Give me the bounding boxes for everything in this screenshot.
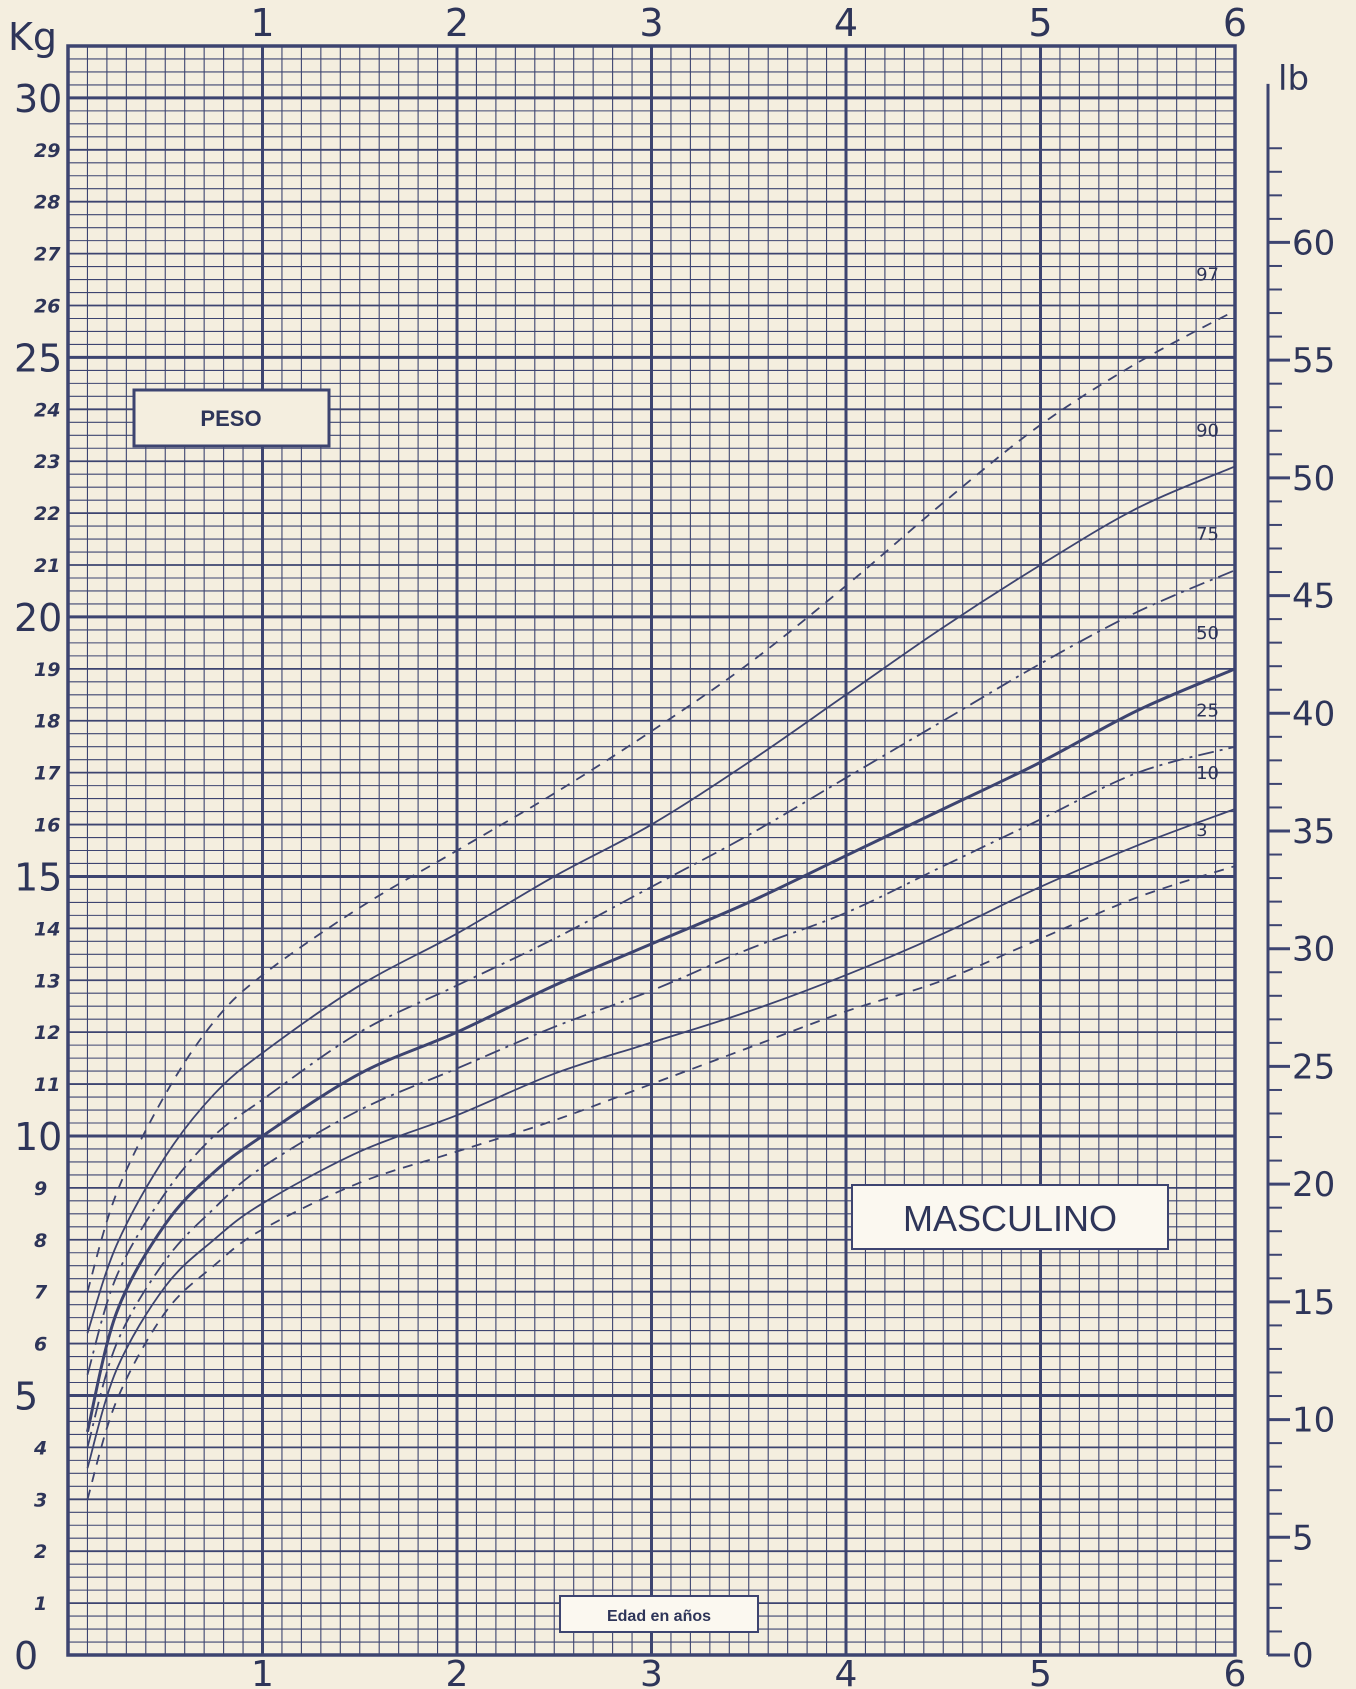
x-tick-label-top: 6: [1223, 1, 1247, 45]
y-tick-label: 14: [34, 918, 60, 940]
lb-tick-label: 5: [1292, 1518, 1314, 1558]
xlabel-box: [559, 1595, 759, 1633]
percentile-label-3: 3: [1196, 820, 1207, 841]
y-tick-label: 13: [34, 970, 60, 992]
y-tick-label: 26: [34, 296, 60, 318]
y-tick-label: 22: [34, 503, 60, 525]
percentile-label-25: 25: [1196, 701, 1219, 722]
chart-title: PESO: [200, 406, 261, 431]
percentile-curves: 97 90 75 50 25 10 3: [85, 265, 1236, 1500]
lb-tick-label: 20: [1292, 1165, 1335, 1205]
x-tick-label-top: 4: [834, 1, 858, 45]
y-tick-label: 12: [34, 1022, 60, 1044]
y-tick-label: 18: [34, 711, 60, 733]
x-tick-label-top: 3: [639, 1, 663, 45]
lb-tick-label: 15: [1292, 1283, 1335, 1323]
percentile-curve-10: [86, 808, 1236, 1469]
y-tick-label: 20: [14, 596, 62, 640]
y-tick-label: 0: [14, 1634, 38, 1678]
lb-tick-label: 30: [1292, 930, 1335, 970]
y-tick-label: 23: [34, 451, 60, 473]
percentile-curve-3: [86, 865, 1236, 1500]
y-tick-label: 30: [14, 77, 62, 121]
y-tick-label: 10: [14, 1115, 62, 1159]
major-grid: [66, 44, 1237, 1657]
title-box: [132, 388, 331, 448]
percentile-label-50: 50: [1196, 623, 1219, 644]
y-tick-label: 28: [34, 192, 60, 214]
y-tick-label: 19: [34, 659, 60, 681]
y-tick-label: 1: [34, 1593, 47, 1615]
y-axis-title: Kg: [8, 15, 57, 59]
x-tick-label-top: 1: [250, 1, 274, 45]
y-tick-label: 17: [34, 763, 61, 785]
lb-tick-label: 25: [1292, 1047, 1335, 1087]
y-tick-label: 29: [34, 140, 60, 162]
x-tick-label-top: 5: [1028, 1, 1052, 45]
percentile-curve-50: [85, 667, 1236, 1433]
lb-tick-label: 0: [1292, 1636, 1314, 1676]
percentile-label-97: 97: [1196, 265, 1219, 286]
percentile-curve-75: [86, 569, 1236, 1375]
percentile-curve-97: [86, 309, 1236, 1292]
x-axis-title: Edad en años: [607, 1608, 711, 1625]
y-tick-label: 16: [34, 815, 60, 837]
subtitle-box: [851, 1184, 1169, 1250]
y-tick-label: 27: [34, 244, 61, 266]
lb-tick-label: 45: [1292, 577, 1335, 617]
y-tick-label: 8: [34, 1230, 47, 1252]
lb-tick-label: 50: [1292, 459, 1335, 499]
x-tick-label-top: 2: [445, 1, 469, 45]
x-tick-label-bottom: 5: [1029, 1654, 1052, 1689]
percentile-label-90: 90: [1196, 420, 1219, 441]
x-tick-label-bottom: 2: [446, 1654, 469, 1689]
x-tick-label-bottom: 4: [835, 1654, 858, 1689]
y-tick-label: 3: [34, 1489, 47, 1511]
lb-tick-label: 40: [1292, 694, 1335, 734]
lb-tick-label: 10: [1292, 1401, 1335, 1441]
x-tick-label-bottom: 1: [251, 1654, 274, 1689]
y-tick-label: 11: [34, 1074, 60, 1096]
percentile-label-10: 10: [1196, 763, 1219, 784]
lb-tick-label: 55: [1292, 341, 1335, 381]
plot-frame: [66, 44, 1237, 1657]
percentile-curve-90: [86, 465, 1236, 1334]
y-tick-label: 24: [34, 399, 60, 421]
y-tick-label: 6: [34, 1334, 47, 1356]
lb-tick-label: 35: [1292, 812, 1335, 852]
percentile-label-75: 75: [1196, 524, 1219, 545]
y-tick-label: 4: [33, 1437, 47, 1459]
y-tick-label: 21: [34, 555, 60, 577]
y-tick-label: 2: [34, 1541, 47, 1563]
label-boxes: PESO MASCULINO Edad en años: [132, 388, 1169, 1633]
lb-tick-label: 60: [1292, 223, 1335, 263]
x-tick-label-bottom: 6: [1224, 1654, 1247, 1689]
y-tick-label: 9: [34, 1178, 47, 1200]
chart-subtitle: MASCULINO: [903, 1198, 1117, 1239]
lb-axis-title: lb: [1278, 59, 1309, 99]
axis-labels: 1 2 3 4 5 61 2 3 4 5 60123456789101112131415161718…: [8, 1, 1335, 1689]
y-tick-label: 7: [34, 1282, 48, 1304]
y-tick-label: 25: [14, 336, 62, 380]
y-tick-label: 15: [14, 855, 62, 899]
x-tick-label-bottom: 3: [640, 1654, 663, 1689]
y-tick-label: 5: [14, 1374, 38, 1418]
